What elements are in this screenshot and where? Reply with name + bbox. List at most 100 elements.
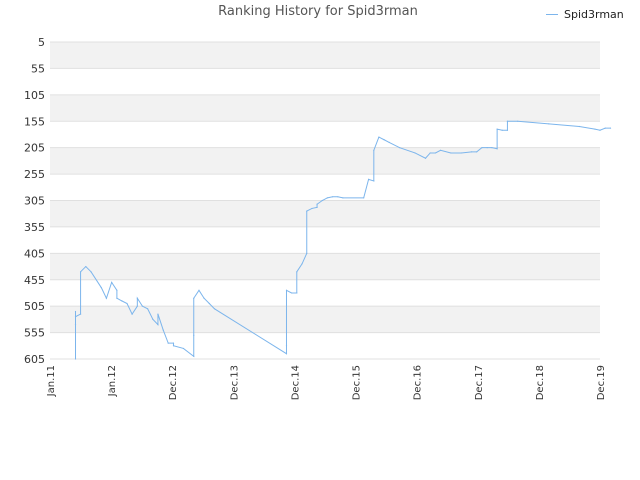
data-point[interactable] [604, 127, 606, 129]
data-point[interactable] [74, 316, 77, 318]
data-point[interactable] [167, 342, 169, 344]
data-point[interactable] [147, 308, 149, 310]
data-point[interactable] [326, 197, 328, 199]
data-point[interactable] [105, 297, 108, 299]
grid-band [50, 174, 600, 201]
data-point[interactable] [136, 297, 138, 299]
data-point[interactable] [296, 271, 298, 273]
data-point[interactable] [193, 297, 195, 299]
data-point[interactable] [116, 289, 118, 291]
data-point[interactable] [496, 128, 498, 130]
data-point[interactable] [306, 252, 308, 254]
data-point[interactable] [517, 120, 519, 122]
grid-band [50, 68, 600, 95]
data-point[interactable] [301, 263, 303, 265]
data-point[interactable] [486, 147, 488, 149]
data-point[interactable] [198, 289, 200, 291]
grid-band [50, 332, 600, 359]
data-point[interactable] [157, 313, 159, 315]
data-point[interactable] [429, 152, 431, 154]
data-point[interactable] [367, 178, 370, 180]
data-point[interactable] [316, 206, 318, 208]
y-tick-label: 305 [24, 195, 45, 208]
data-point[interactable] [193, 355, 195, 357]
data-point[interactable] [383, 139, 385, 141]
data-point[interactable] [172, 342, 175, 344]
data-point[interactable] [182, 347, 185, 350]
data-point[interactable] [162, 329, 164, 331]
data-point[interactable] [100, 287, 102, 289]
grid-band [50, 94, 600, 122]
data-point[interactable] [337, 196, 339, 198]
data-point[interactable] [285, 345, 288, 347]
data-point[interactable] [399, 147, 401, 149]
x-tick-label: Dec.19 [596, 365, 607, 400]
data-point[interactable] [79, 271, 82, 273]
data-point[interactable] [74, 324, 77, 326]
data-point[interactable] [599, 129, 601, 131]
data-point[interactable] [496, 148, 498, 150]
data-point[interactable] [316, 203, 318, 205]
data-point[interactable] [74, 358, 77, 360]
data-point[interactable] [501, 129, 503, 131]
grid-band [50, 226, 600, 254]
data-point[interactable] [126, 302, 128, 305]
data-point[interactable] [373, 180, 375, 182]
data-point[interactable] [136, 305, 138, 307]
data-point[interactable] [332, 196, 334, 198]
data-point[interactable] [213, 308, 216, 310]
data-point[interactable] [208, 302, 210, 305]
data-point[interactable] [306, 210, 308, 212]
data-point[interactable] [450, 152, 452, 154]
data-point[interactable] [74, 310, 77, 313]
data-point[interactable] [548, 123, 550, 125]
data-point[interactable] [424, 157, 427, 159]
x-tick-label: Dec.13 [229, 365, 240, 400]
data-point[interactable] [285, 289, 288, 291]
data-point[interactable] [481, 147, 483, 149]
legend[interactable]: Spid3rman [546, 8, 624, 21]
data-point[interactable] [378, 136, 380, 138]
data-point[interactable] [321, 199, 323, 202]
data-point[interactable] [111, 281, 113, 283]
y-tick-label: 5 [38, 36, 45, 49]
x-tick-label: Dec.18 [535, 365, 546, 400]
data-point[interactable] [578, 125, 580, 128]
data-point[interactable] [290, 292, 293, 294]
data-point[interactable] [460, 152, 462, 154]
data-point[interactable] [311, 207, 313, 210]
data-point[interactable] [79, 313, 82, 315]
grid-band [50, 279, 600, 307]
data-point[interactable] [506, 120, 509, 122]
data-point[interactable] [471, 151, 473, 153]
data-point[interactable] [491, 147, 493, 149]
y-tick-label: 555 [24, 327, 45, 340]
data-point[interactable] [193, 334, 195, 336]
data-point[interactable] [90, 271, 92, 273]
data-point[interactable] [152, 318, 154, 320]
data-point[interactable] [414, 152, 416, 154]
grid-band [50, 147, 600, 175]
data-point[interactable] [434, 152, 437, 154]
data-point[interactable] [373, 149, 375, 151]
data-point[interactable] [157, 324, 159, 326]
data-point[interactable] [594, 128, 596, 130]
data-point[interactable] [203, 297, 205, 299]
data-point[interactable] [285, 353, 288, 355]
data-point[interactable] [342, 197, 344, 199]
data-point[interactable] [506, 129, 509, 131]
data-point[interactable] [609, 127, 612, 129]
data-point[interactable] [363, 197, 365, 199]
data-point[interactable] [131, 313, 133, 315]
series-line[interactable] [75, 120, 611, 359]
data-point[interactable] [296, 292, 298, 294]
data-point[interactable] [121, 300, 123, 302]
data-point[interactable] [476, 151, 478, 153]
data-point[interactable] [388, 141, 390, 143]
data-point[interactable] [141, 305, 143, 307]
data-point[interactable] [172, 345, 175, 347]
data-point[interactable] [85, 265, 87, 268]
data-point[interactable] [116, 297, 118, 299]
data-point[interactable] [439, 149, 442, 151]
